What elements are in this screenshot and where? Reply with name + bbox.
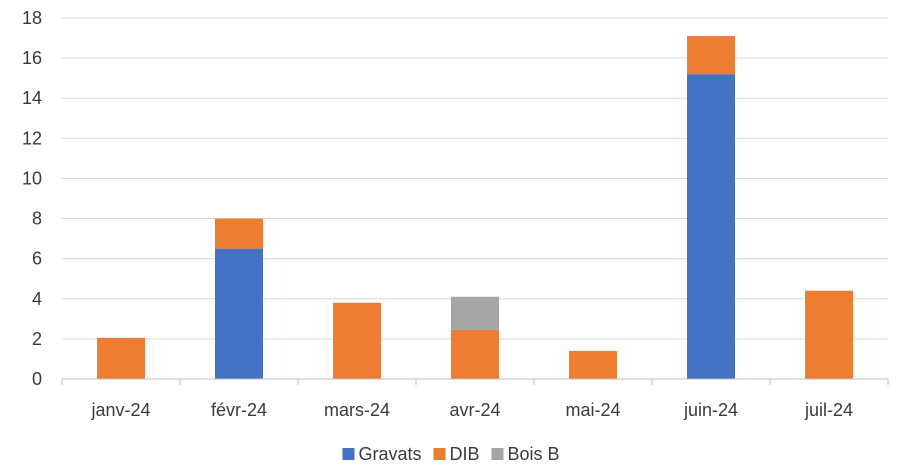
y-tick-label: 4 xyxy=(32,289,42,309)
bar-dib-0 xyxy=(97,337,145,379)
bar-gravats-5 xyxy=(687,74,735,380)
y-axis-tick-labels: 0 2 4 6 8 10 12 14 16 18 xyxy=(22,8,42,389)
x-tick-label: janv-24 xyxy=(90,400,150,420)
x-axis-tick-labels: janv-24 févr-24 mars-24 avr-24 mai-24 juin-24… xyxy=(90,400,853,420)
y-tick-label: 14 xyxy=(22,88,42,108)
legend-swatch-gravats xyxy=(342,448,355,460)
bars xyxy=(97,36,853,380)
x-tick-label: mars-24 xyxy=(324,400,390,420)
legend-label-bois-b: Bois B xyxy=(508,444,560,464)
bar-dib-6 xyxy=(805,290,853,379)
x-tick-label: mai-24 xyxy=(565,400,620,420)
y-tick-label: 10 xyxy=(22,168,42,188)
legend-swatch-bois-b xyxy=(491,448,504,460)
bar-dib-1 xyxy=(215,218,263,249)
bar-dib-2 xyxy=(333,302,381,379)
y-tick-label: 2 xyxy=(32,329,42,349)
y-tick-label: 0 xyxy=(32,369,42,389)
y-tick-label: 18 xyxy=(22,8,42,28)
legend-label-dib: DIB xyxy=(449,444,479,464)
bar-dib-3 xyxy=(451,329,499,379)
y-tick-label: 8 xyxy=(32,209,42,229)
legend-swatch-dib xyxy=(433,448,446,460)
x-tick-label: févr-24 xyxy=(211,400,267,420)
x-tick-label: juil-24 xyxy=(804,400,853,420)
x-axis-tick-marks xyxy=(61,379,889,385)
legend: Gravats DIB Bois B xyxy=(342,444,560,464)
bar-bois-b-3 xyxy=(451,296,499,330)
bar-dib-4 xyxy=(569,350,617,379)
x-tick-label: avr-24 xyxy=(449,400,500,420)
gridlines xyxy=(62,17,888,340)
y-tick-label: 12 xyxy=(22,128,42,148)
bar-gravats-1 xyxy=(215,248,263,379)
y-tick-label: 6 xyxy=(32,249,42,269)
bar-dib-5 xyxy=(687,36,735,75)
legend-label-gravats: Gravats xyxy=(358,444,421,464)
y-tick-label: 16 xyxy=(22,48,42,68)
x-tick-label: juin-24 xyxy=(683,400,738,420)
